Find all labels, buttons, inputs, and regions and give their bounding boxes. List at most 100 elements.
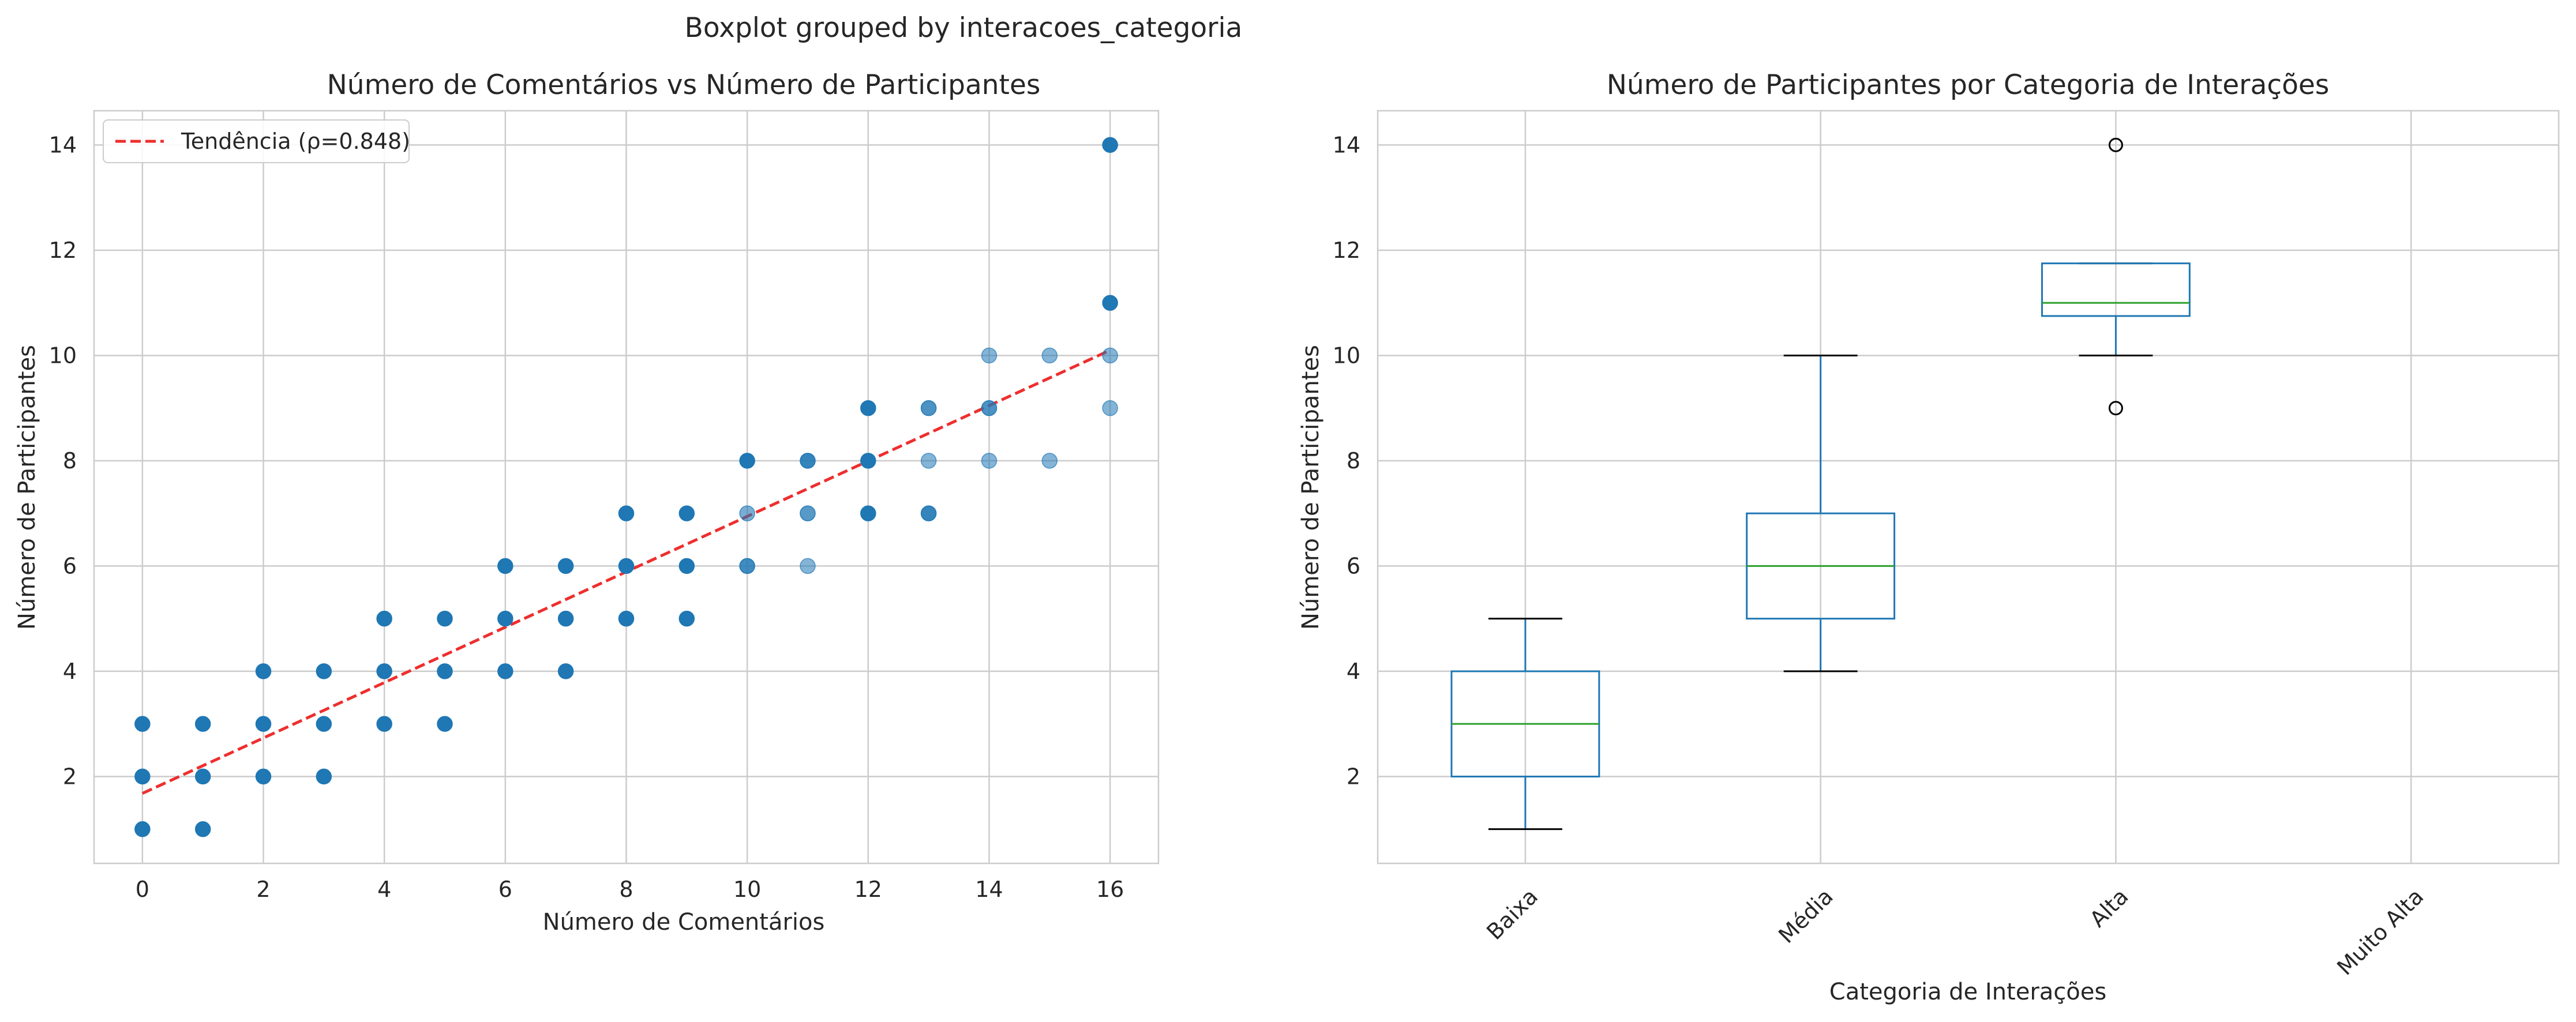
legend-trend-label: Tendência (ρ=0.848) (181, 129, 410, 154)
scatter-point (255, 768, 272, 785)
scatter-point (134, 821, 151, 837)
scatter-point (316, 716, 332, 732)
scatter-point (739, 558, 755, 574)
scatter-legend: Tendência (ρ=0.848) (103, 119, 410, 163)
boxplot-title: Número de Participantes por Categoria de… (1607, 69, 2330, 101)
scatter-point (255, 663, 272, 679)
scatter-point (557, 663, 574, 679)
boxplot-y-tick-label: 4 (1347, 659, 1360, 684)
scatter-point (981, 453, 998, 469)
boxplot-y-tick-label: 10 (1333, 343, 1360, 368)
scatter-subplot: 0 2 4 6 8 10 12 14 16 2 4 6 8 10 12 14 Número de Comen… (14, 69, 1160, 935)
scatter-point (1041, 453, 1058, 469)
scatter-point (860, 505, 876, 521)
scatter-x-tick-label: 8 (619, 877, 633, 902)
scatter-points (134, 137, 1118, 837)
scatter-point (194, 768, 211, 785)
outlier-point (2108, 401, 2123, 416)
scatter-title: Número de Comentários vs Número de Parti… (327, 69, 1041, 101)
boxplot-box (2041, 262, 2191, 317)
boxplot-y-tick-label: 8 (1347, 448, 1360, 474)
boxplot-box-group (1746, 354, 1896, 672)
scatter-x-tick-label: 10 (733, 877, 761, 902)
scatter-point (557, 610, 574, 627)
scatter-point (1102, 400, 1118, 416)
scatter-point (437, 610, 453, 627)
scatter-x-axis-label: Número de Comentários (543, 909, 825, 935)
scatter-y-tick-label: 6 (63, 553, 77, 578)
scatter-y-tick-label: 12 (49, 238, 77, 263)
scatter-point (860, 400, 876, 416)
scatter-point (800, 453, 816, 469)
scatter-point (800, 558, 816, 574)
scatter-point (1041, 347, 1058, 364)
scatter-point (920, 400, 937, 416)
scatter-point (1102, 295, 1118, 311)
scatter-point (134, 768, 151, 785)
scatter-y-tick-label: 4 (63, 659, 77, 684)
scatter-point (1102, 137, 1118, 153)
boxplot-plot-area (1378, 111, 2559, 863)
scatter-point (497, 610, 513, 627)
scatter-point (860, 453, 876, 469)
scatter-point (678, 558, 695, 574)
scatter-point (981, 347, 998, 364)
scatter-point (981, 400, 998, 416)
boxplot-x-axis-label: Categoria de Interações (1829, 979, 2106, 1005)
scatter-point (316, 663, 332, 679)
scatter-point (376, 716, 392, 732)
boxplot-axes-frame (1377, 110, 2560, 865)
scatter-point (739, 505, 755, 521)
scatter-y-ticks: 2 4 6 8 10 12 14 (49, 132, 77, 789)
scatter-x-tick-label: 16 (1096, 877, 1124, 902)
scatter-point (618, 610, 635, 627)
scatter-y-tick-label: 2 (63, 764, 77, 789)
scatter-point (497, 663, 513, 679)
scatter-x-tick-label: 2 (256, 877, 270, 902)
scatter-point (194, 821, 211, 837)
scatter-y-tick-label: 14 (49, 132, 77, 157)
boxplot-y-tick-label: 2 (1347, 764, 1360, 789)
scatter-x-tick-label: 14 (975, 877, 1003, 902)
scatter-point (437, 716, 453, 732)
scatter-y-axis-label: Número de Participantes (14, 345, 40, 630)
scatter-point (618, 558, 635, 574)
scatter-point (800, 505, 816, 521)
scatter-point (134, 716, 151, 732)
scatter-x-tick-label: 12 (854, 877, 882, 902)
scatter-x-tick-label: 0 (136, 877, 149, 902)
scatter-axes-frame (93, 110, 1160, 865)
scatter-x-tick-label: 6 (498, 877, 512, 902)
boxplot-y-tick-label: 14 (1333, 132, 1360, 157)
boxplot-y-tick-label: 12 (1333, 238, 1360, 263)
boxplot-gridlines (1378, 111, 2559, 863)
legend-box (103, 119, 410, 163)
scatter-y-tick-label: 8 (63, 448, 77, 474)
outlier-point (2108, 137, 2123, 152)
boxplot-y-tick-label: 6 (1347, 553, 1360, 578)
scatter-point (557, 558, 574, 574)
scatter-point (678, 505, 695, 521)
scatter-point (739, 453, 755, 469)
scatter-point (1102, 347, 1118, 364)
scatter-point (618, 505, 635, 521)
scatter-point (497, 558, 513, 574)
figure-suptitle: Boxplot grouped by interacoes_categoria (685, 12, 1243, 44)
scatter-point (920, 505, 937, 521)
boxplot-y-ticks: 2 4 6 8 10 12 14 (1333, 132, 1360, 789)
boxplot-box-group (1450, 618, 1600, 831)
scatter-point (376, 663, 392, 679)
boxplot-box-group (2041, 137, 2191, 416)
scatter-point (437, 663, 453, 679)
boxplot-y-axis-label: Número de Participantes (1298, 345, 1324, 630)
boxplot-boxes (1450, 137, 2191, 831)
scatter-y-tick-label: 10 (49, 343, 77, 368)
scatter-point (920, 453, 937, 469)
scatter-x-ticks: 0 2 4 6 8 10 12 14 16 (136, 877, 1124, 902)
scatter-point (316, 768, 332, 785)
scatter-point (255, 716, 272, 732)
scatter-x-tick-label: 4 (377, 877, 391, 902)
scatter-point (194, 716, 211, 732)
